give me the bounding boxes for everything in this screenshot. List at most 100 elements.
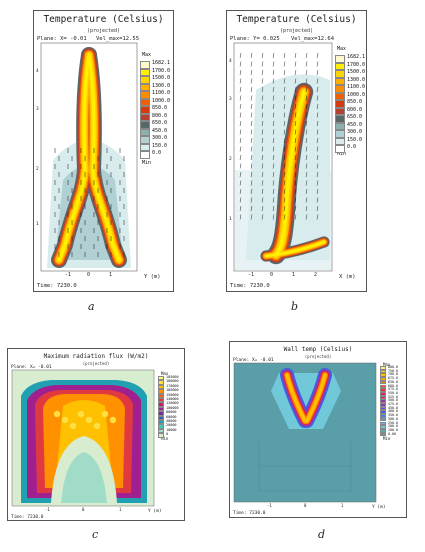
panel-b-xtick-label: 2	[314, 272, 317, 278]
panel-b-velocity-vector	[294, 78, 297, 84]
panel-b-velocity-vector	[250, 61, 253, 67]
panel-b-velocity-vector	[294, 205, 297, 212]
panel-b-velocity-vector	[305, 129, 308, 135]
panel-b-velocity-vector	[316, 61, 319, 67]
panel-b-velocity-vector	[305, 188, 308, 195]
panel-d-legend-swatch	[380, 403, 386, 407]
panel-b-velocity-vector	[294, 188, 297, 195]
panel-d-legend-label: 750.0	[388, 368, 398, 373]
panel-c-xtick-label: 1	[119, 507, 122, 512]
panel-b-velocity-vector	[239, 146, 242, 152]
panel-b-legend-swatch	[335, 115, 345, 123]
panel-b-velocity-vector	[261, 214, 264, 220]
panel-b-velocity-vector	[261, 95, 264, 101]
panel-b-velocity-vector	[239, 205, 242, 212]
panel-d-legend-swatch	[380, 366, 386, 370]
panel-b-title: Temperature (Celsius)	[236, 14, 357, 25]
panel-b-velocity-vector	[283, 120, 286, 127]
panel-c-legend-label: 120000	[166, 401, 179, 406]
panel-a-xtick-label: 1	[109, 272, 112, 278]
panel-b-velocity-vector	[239, 61, 242, 67]
panel-b-velocity-vector	[261, 154, 264, 161]
panel-b-velocity-vector	[239, 86, 242, 93]
panel-b-subtitle: (projected)	[279, 28, 314, 34]
panel-a-legend-swatch	[140, 128, 150, 136]
panel-b-velocity-vector	[261, 146, 264, 152]
panel-c-legend-label: 140000	[166, 397, 179, 401]
panel-c-legend-label: 185000	[166, 375, 179, 379]
panel-b-velocity-vector	[261, 129, 264, 135]
panel-b-velocity-vector	[283, 205, 286, 212]
panel-a-ytick-label: 3	[36, 106, 39, 112]
panel-b-velocity-vector	[239, 180, 242, 186]
panel-d-legend-swatch	[380, 373, 386, 378]
panel-b-velocity-vector	[294, 163, 297, 169]
panel-b-velocity-vector	[239, 129, 242, 135]
panel-d-legend-swatch	[380, 421, 386, 426]
panel-b-velocity-vector	[316, 95, 319, 101]
panel-b-velmax: Vel_max=12.64	[291, 36, 335, 42]
panel-b-velocity-vector	[250, 52, 253, 59]
panel-b-legend-label: 800.0	[347, 106, 363, 113]
panel-d-legend-swatch	[380, 432, 386, 437]
panel-b-velocity-vector	[316, 120, 319, 127]
panel-b-velocity-vector	[239, 112, 242, 118]
panel-b-velocity-vector	[250, 120, 253, 127]
panel-a-legend-swatch	[140, 113, 150, 121]
panel-b-velocity-vector	[239, 214, 242, 220]
panel-b-velocity-vector	[316, 69, 319, 76]
panel-a-legend-label: 1700.0	[152, 67, 171, 74]
panel-b-velocity-vector	[283, 95, 286, 101]
panel-b-velocity-vector	[316, 171, 319, 178]
panel-a-legend-label: 300.0	[152, 135, 168, 141]
panel-a-legend-swatch	[140, 76, 150, 84]
panel-b-velocity-vector	[272, 112, 275, 118]
panel-b-legend-swatch	[335, 77, 345, 85]
caption-c: c	[92, 528, 99, 541]
panel-c-legend-swatch	[158, 398, 164, 403]
panel-b-velocity-vector	[239, 188, 242, 195]
panel-b-velocity-vector	[261, 86, 264, 93]
panel-b-velocity-vector	[316, 188, 319, 195]
panel-a-legend-min: Min	[142, 160, 152, 166]
panel-d-legend-swatch	[380, 399, 386, 403]
panel-b-velocity-vector	[316, 129, 319, 135]
panel-b-velocity-vector	[261, 188, 264, 195]
panel-b-velocity-vector	[239, 137, 242, 144]
panel-a-flame-left-band	[57, 53, 91, 262]
panel-b-legend-label: 450.0	[347, 121, 363, 128]
panel-d-xtick-label: 0	[304, 503, 307, 508]
panel-b-velocity-vector	[316, 103, 319, 110]
panel-b-velocity-vector	[305, 180, 308, 186]
panel-b-plot: -1 0 1 2 4 3 2 1	[229, 42, 333, 278]
panel-c-legend-label: 60000	[166, 414, 177, 419]
panel-b-velocity-vector	[305, 112, 308, 118]
panel-c-legend-swatch	[158, 380, 164, 385]
panel-b-velocity-vector	[305, 120, 308, 127]
panel-d-plane: Plane: X= -0.01	[233, 358, 274, 363]
panel-b-velocity-vector	[261, 52, 264, 59]
panel-b-velocity-vector	[294, 171, 297, 178]
panel-b-velocity-vector	[250, 180, 253, 186]
panel-b-velocity-vector	[316, 163, 319, 169]
panel-c-legend-label: 10000	[166, 427, 177, 432]
panel-b-velocity-vector	[316, 197, 319, 203]
panel-b-velocity-vector	[261, 103, 264, 110]
panel-c-legend-swatch	[158, 389, 164, 394]
panel-a-time: Time: 7230.0	[37, 283, 77, 289]
panel-b-velocity-vector	[283, 163, 286, 169]
panel-b-velocity-vector	[316, 146, 319, 152]
panel-b-velocity-vector	[283, 112, 286, 118]
panel-c-legend-swatch	[158, 402, 164, 407]
panel-d-legend-swatch	[380, 425, 386, 429]
panel-b-velocity-vector	[272, 214, 275, 220]
panel-b-velocity-vector	[250, 137, 253, 144]
panel-c-plane: Plane: X= -0.01	[11, 365, 52, 370]
panel-b-velocity-vector	[250, 95, 253, 101]
panel-a-legend-label: 450.0	[152, 127, 168, 134]
panel-b-xlabel: X (m)	[339, 274, 356, 280]
panel-a-legend-label: 800.0	[152, 112, 168, 119]
panel-b-velocity-vector	[305, 163, 308, 169]
panel-b-velocity-vector	[294, 214, 297, 220]
panel-c-legend-label: 170000	[166, 383, 179, 388]
